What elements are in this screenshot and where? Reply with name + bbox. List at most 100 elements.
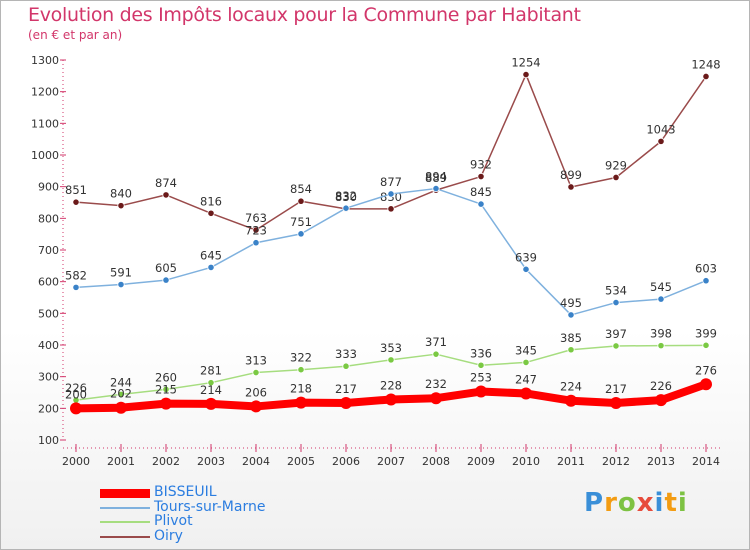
y-tick-label: 1200 <box>31 86 59 99</box>
logo-letter: i <box>677 488 688 518</box>
data-point <box>115 401 127 414</box>
data-label: 244 <box>110 375 132 389</box>
x-tick-label: 2000 <box>62 455 90 468</box>
chart-title: Evolution des Impôts locaux pour la Comm… <box>28 4 581 26</box>
logo-letter: o <box>617 488 637 518</box>
x-tick-label: 2005 <box>287 455 315 468</box>
data-label: 851 <box>65 183 87 197</box>
data-label: 214 <box>200 383 222 397</box>
data-point <box>160 397 172 410</box>
data-label: 336 <box>470 346 492 360</box>
x-tick-label: 2010 <box>512 455 540 468</box>
data-point <box>297 366 305 374</box>
legend-swatch <box>100 521 150 523</box>
data-point <box>432 350 440 358</box>
data-label: 582 <box>65 268 87 282</box>
data-label: 226 <box>650 379 672 393</box>
data-label: 603 <box>695 262 717 276</box>
data-point <box>475 385 487 398</box>
data-label: 1248 <box>691 57 720 71</box>
y-tick-label: 100 <box>38 434 59 447</box>
data-point <box>162 191 170 199</box>
data-point <box>297 197 305 205</box>
logo-letter: P <box>584 488 605 518</box>
data-point <box>430 392 442 405</box>
y-tick-label: 400 <box>38 339 59 352</box>
data-label: 206 <box>245 385 267 399</box>
data-label: 385 <box>560 331 582 345</box>
data-label: 605 <box>155 261 177 275</box>
data-point <box>702 341 710 349</box>
data-point <box>655 394 667 407</box>
data-label: 217 <box>335 382 357 396</box>
data-label: 276 <box>695 363 717 377</box>
data-label: 929 <box>605 158 627 172</box>
data-point <box>700 378 712 391</box>
y-tick-label: 200 <box>38 402 59 415</box>
y-tick-label: 1300 <box>31 54 59 67</box>
data-point <box>702 277 710 285</box>
data-label: 534 <box>605 284 627 298</box>
data-point <box>567 183 575 191</box>
legend-label: Tours-sur-Marne <box>154 498 266 515</box>
data-label: 247 <box>515 372 537 386</box>
data-point <box>657 342 665 350</box>
data-label: 816 <box>200 194 222 208</box>
data-point <box>567 311 575 319</box>
x-tick-label: 2003 <box>197 455 225 468</box>
logo-letter: t <box>664 488 678 518</box>
data-label: 224 <box>560 380 582 394</box>
data-label: 854 <box>290 182 312 196</box>
data-point <box>252 239 260 247</box>
proxiti-logo: Proxiti <box>584 488 688 518</box>
data-label: 353 <box>380 341 402 355</box>
data-point <box>522 358 530 367</box>
data-point <box>342 362 350 370</box>
data-point <box>297 230 305 238</box>
data-point <box>387 356 395 364</box>
data-label: 1043 <box>646 122 675 136</box>
data-label: 200 <box>65 387 87 401</box>
legend-label: Oiry <box>154 527 183 544</box>
data-label: 322 <box>290 351 312 365</box>
logo-letter: i <box>654 488 665 518</box>
y-tick-label: 900 <box>38 181 59 194</box>
data-point <box>342 204 350 212</box>
data-point <box>522 70 530 79</box>
data-label: 398 <box>650 327 672 341</box>
data-point <box>207 209 215 217</box>
data-point <box>117 390 125 398</box>
data-label: 397 <box>605 327 627 341</box>
data-label: 832 <box>335 189 357 203</box>
y-tick-label: 700 <box>38 244 59 257</box>
data-point <box>387 205 395 213</box>
data-point <box>70 402 82 415</box>
data-point <box>612 298 620 307</box>
data-point <box>567 346 575 354</box>
data-point <box>477 361 485 369</box>
data-label: 645 <box>200 248 222 262</box>
x-tick-label: 2011 <box>557 455 585 468</box>
data-point <box>72 198 80 206</box>
data-label: 830 <box>335 190 357 204</box>
data-label: 217 <box>605 382 627 396</box>
data-point <box>702 72 710 81</box>
data-label: 281 <box>200 364 222 378</box>
data-point <box>207 379 215 387</box>
data-point <box>207 263 215 272</box>
x-tick-label: 2004 <box>242 455 270 468</box>
data-point <box>477 200 485 208</box>
data-label: 218 <box>290 382 312 396</box>
legend-swatch <box>100 535 150 538</box>
x-tick-label: 2014 <box>692 455 720 468</box>
series-tours-sur-marne: 582 591 605 645 723 751 832 877 894 845 639 495 534 5… <box>65 170 717 319</box>
data-label: 894 <box>425 170 447 184</box>
data-point <box>387 190 395 198</box>
data-label: 591 <box>110 266 132 280</box>
data-label: 495 <box>560 296 582 310</box>
data-point <box>295 396 307 409</box>
data-label: 399 <box>695 326 717 340</box>
data-label: 228 <box>380 378 402 392</box>
data-label: 215 <box>155 383 177 397</box>
